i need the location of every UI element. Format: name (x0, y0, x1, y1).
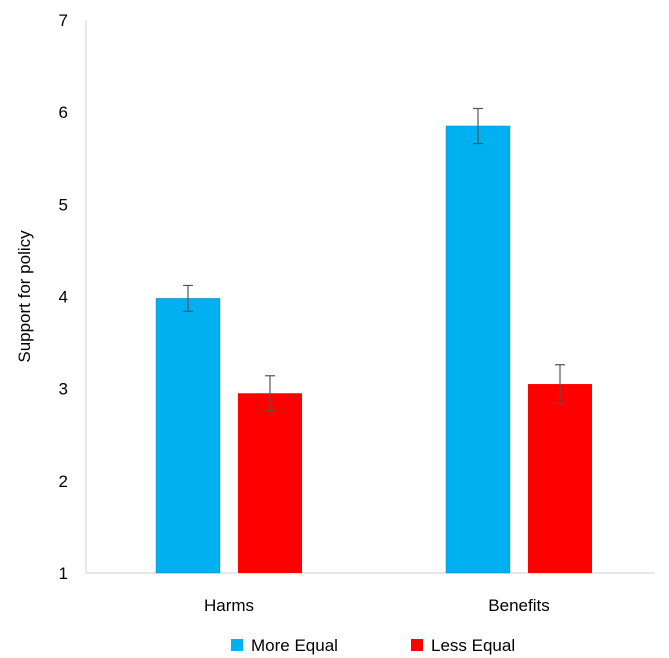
y-tick-label: 3 (59, 380, 68, 399)
legend-label: Less Equal (431, 636, 515, 655)
legend-label: More Equal (251, 636, 338, 655)
y-tick-label: 7 (59, 11, 68, 30)
x-category-label: Benefits (488, 596, 549, 615)
bar-less-equal-harms (238, 393, 302, 573)
bar-less-equal-benefits (528, 384, 592, 573)
bar-more-equal-harms (155, 297, 221, 574)
bars-group (155, 107, 592, 574)
y-tick-label: 2 (59, 472, 68, 491)
legend-swatch (231, 639, 243, 651)
legend-swatch (411, 639, 423, 651)
y-axis-title: Support for policy (15, 230, 34, 363)
y-tick-label: 1 (59, 564, 68, 583)
y-tick-label: 5 (59, 195, 68, 214)
x-category-label: Harms (204, 596, 254, 615)
bar-more-equal-benefits (445, 125, 511, 574)
y-tick-label: 4 (59, 288, 68, 307)
legend: More Equal Less Equal (231, 636, 515, 655)
y-axis-ticks: 1 2 3 4 5 6 7 (59, 11, 68, 583)
category-labels: Harms Benefits (204, 596, 550, 615)
y-tick-label: 6 (59, 103, 68, 122)
